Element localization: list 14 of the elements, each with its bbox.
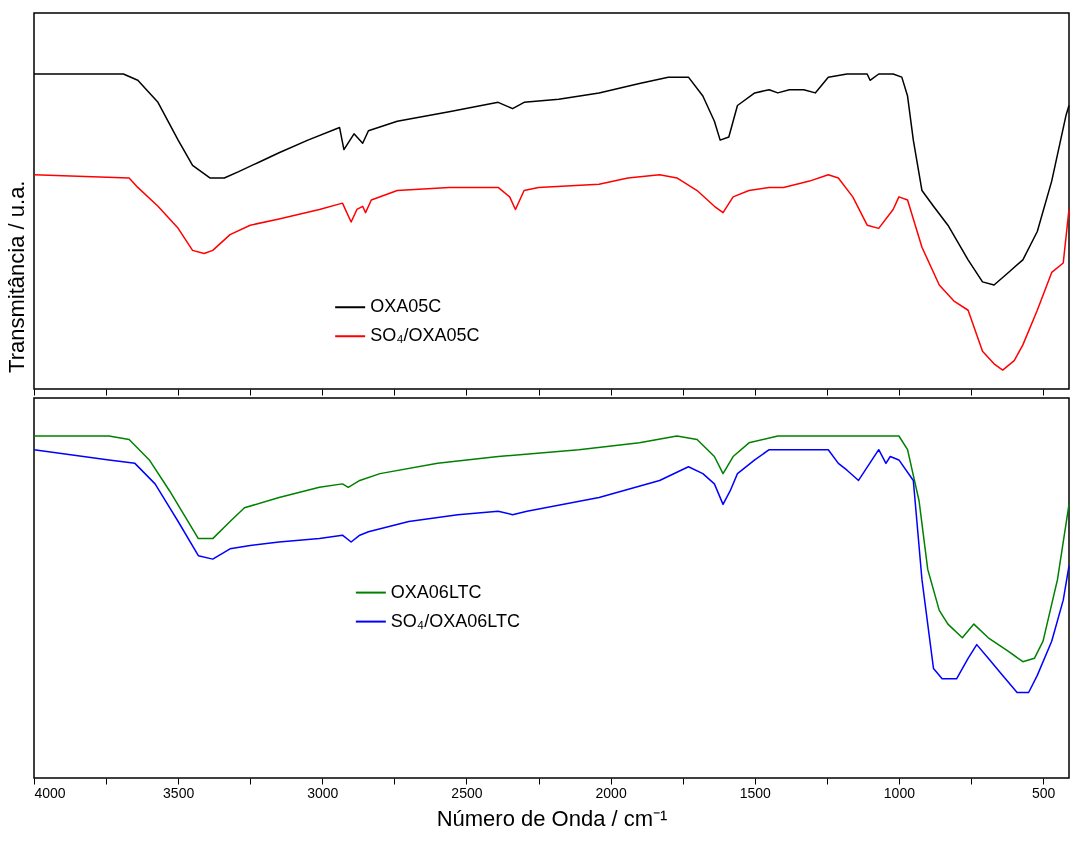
legend-label: SO₄/OXA05C [370, 325, 480, 346]
legend-label: SO₄/OXA06LTC [390, 610, 520, 631]
x-tick-label: 3000 [307, 784, 339, 801]
x-axis-title: Número de Onda / cm⁻¹ [436, 805, 668, 831]
x-tick-label: 2000 [595, 784, 627, 801]
x-tick-label: 2500 [451, 784, 483, 801]
legend-label: OXA06LTC [390, 581, 482, 602]
y-axis-title: Transmitância / u.a. [3, 180, 29, 373]
x-tick-label: 1000 [883, 784, 916, 801]
x-tick-label: 3500 [163, 784, 195, 801]
x-tick-label: 500 [1031, 784, 1056, 801]
x-tick-label: 4000 [34, 784, 66, 801]
legend-label: OXA05C [370, 296, 442, 317]
x-tick-label: 1500 [739, 784, 772, 801]
